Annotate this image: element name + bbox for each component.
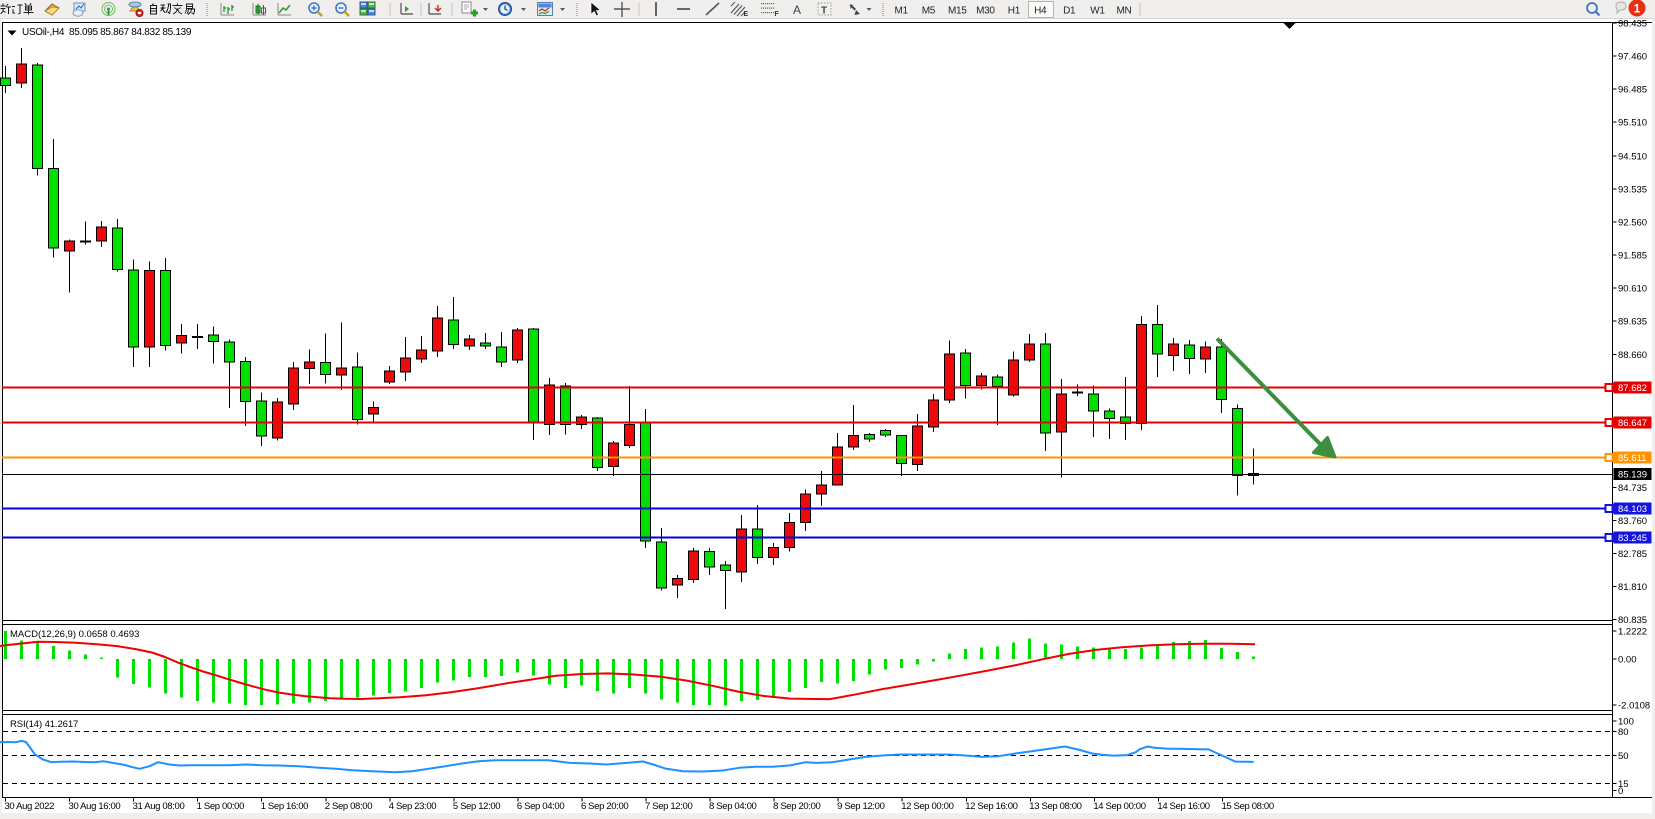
- svg-text:M15: M15: [948, 6, 967, 17]
- svg-text:94.510: 94.510: [1618, 152, 1647, 163]
- svg-text:RSI(14) 41.2617: RSI(14) 41.2617: [10, 719, 78, 730]
- svg-text:88.660: 88.660: [1618, 350, 1647, 361]
- svg-text:MN: MN: [1117, 6, 1132, 17]
- svg-text:8 Sep 04:00: 8 Sep 04:00: [709, 801, 756, 812]
- svg-text:H1: H1: [1008, 6, 1021, 17]
- svg-text:4 Sep 23:00: 4 Sep 23:00: [389, 801, 436, 812]
- svg-text:86.647: 86.647: [1618, 418, 1647, 429]
- svg-text:14 Sep 00:00: 14 Sep 00:00: [1093, 801, 1145, 812]
- svg-text:80: 80: [1618, 727, 1629, 738]
- svg-text:0: 0: [1618, 786, 1623, 797]
- svg-text:2 Sep 08:00: 2 Sep 08:00: [325, 801, 372, 812]
- svg-text:82.785: 82.785: [1618, 549, 1647, 560]
- svg-text:M1: M1: [895, 6, 909, 17]
- svg-text:12 Sep 00:00: 12 Sep 00:00: [901, 801, 953, 812]
- svg-text:30 Aug 16:00: 30 Aug 16:00: [69, 801, 121, 812]
- svg-text:50: 50: [1618, 751, 1629, 762]
- svg-text:15 Sep 08:00: 15 Sep 08:00: [1221, 801, 1273, 812]
- svg-text:1 Sep 16:00: 1 Sep 16:00: [261, 801, 308, 812]
- svg-text:87.682: 87.682: [1618, 383, 1647, 394]
- svg-text:0.00: 0.00: [1618, 655, 1637, 666]
- svg-text:MACD(12,26,9) 0.0658 0.4693: MACD(12,26,9) 0.0658 0.4693: [10, 629, 139, 640]
- svg-text:83.245: 83.245: [1618, 533, 1647, 544]
- svg-text:83.760: 83.760: [1618, 516, 1647, 527]
- svg-text:84.103: 84.103: [1618, 504, 1647, 515]
- svg-text:M5: M5: [922, 6, 936, 17]
- svg-text:-2.0108: -2.0108: [1618, 701, 1650, 712]
- svg-text:85.611: 85.611: [1618, 453, 1646, 464]
- svg-text:8 Sep 20:00: 8 Sep 20:00: [773, 801, 820, 812]
- svg-text:6 Sep 20:00: 6 Sep 20:00: [581, 801, 628, 812]
- svg-text:H4: H4: [1034, 6, 1047, 17]
- svg-text:85.139: 85.139: [1618, 469, 1647, 480]
- svg-text:91.585: 91.585: [1618, 251, 1647, 262]
- svg-text:5 Sep 12:00: 5 Sep 12:00: [453, 801, 500, 812]
- svg-text:9 Sep 12:00: 9 Sep 12:00: [837, 801, 884, 812]
- svg-text:7 Sep 12:00: 7 Sep 12:00: [645, 801, 692, 812]
- svg-text:T: T: [821, 6, 827, 17]
- svg-text:15: 15: [1618, 779, 1629, 790]
- svg-text:84.735: 84.735: [1618, 483, 1647, 494]
- svg-text:W1: W1: [1090, 6, 1105, 17]
- svg-text:95.510: 95.510: [1618, 118, 1647, 129]
- svg-text:31 Aug 08:00: 31 Aug 08:00: [133, 801, 185, 812]
- svg-text:12 Sep 16:00: 12 Sep 16:00: [965, 801, 1017, 812]
- svg-text:93.535: 93.535: [1618, 185, 1647, 196]
- svg-text:13 Sep 08:00: 13 Sep 08:00: [1029, 801, 1081, 812]
- svg-text:90.610: 90.610: [1618, 284, 1647, 295]
- svg-text:E: E: [744, 11, 749, 18]
- svg-text:14 Sep 16:00: 14 Sep 16:00: [1157, 801, 1209, 812]
- svg-text:81.810: 81.810: [1618, 582, 1647, 593]
- svg-text:80.835: 80.835: [1618, 615, 1647, 626]
- svg-text:30 Aug 2022: 30 Aug 2022: [5, 801, 55, 812]
- svg-text:97.460: 97.460: [1618, 52, 1647, 63]
- svg-text:1: 1: [1634, 2, 1641, 16]
- svg-text:98.435: 98.435: [1618, 19, 1647, 30]
- svg-text:1.2222: 1.2222: [1618, 627, 1647, 638]
- svg-text:6 Sep 04:00: 6 Sep 04:00: [517, 801, 564, 812]
- svg-text:92.560: 92.560: [1618, 218, 1647, 229]
- svg-text:89.635: 89.635: [1618, 317, 1647, 328]
- svg-text:100: 100: [1618, 717, 1634, 728]
- svg-text:D1: D1: [1063, 6, 1076, 17]
- svg-text:F: F: [775, 11, 780, 18]
- svg-text:A: A: [793, 3, 801, 17]
- svg-text:M30: M30: [976, 6, 995, 17]
- svg-text:USOil-,H4 85.095 85.867 84.83: USOil-,H4 85.095 85.867 84.832 85.139: [22, 27, 192, 38]
- svg-text:96.485: 96.485: [1618, 85, 1647, 96]
- svg-text:1 Sep 00:00: 1 Sep 00:00: [197, 801, 244, 812]
